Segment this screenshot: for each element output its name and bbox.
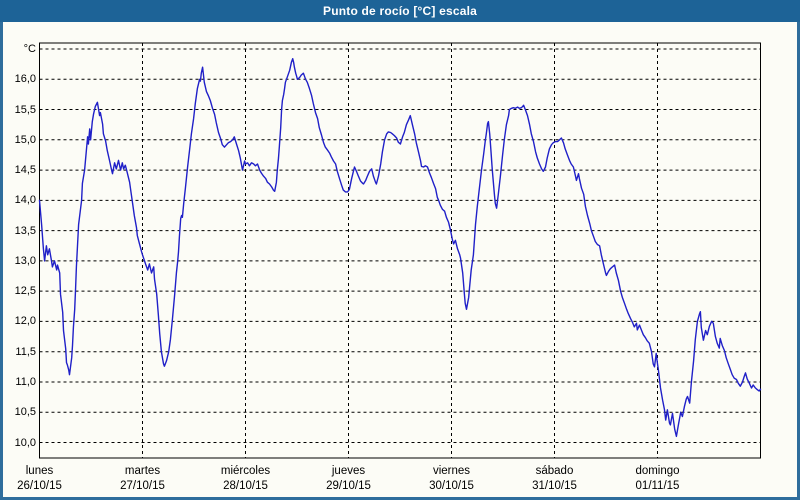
y-tick-label: 11,0: [15, 375, 36, 388]
x-tick-day-name: martes: [124, 465, 161, 477]
x-tick-date: 26/10/15: [17, 480, 62, 492]
y-tick-label: 14,0: [14, 194, 36, 207]
x-tick-date: 30/10/15: [429, 480, 474, 492]
window-title-bar: Punto de rocío [°C] escala: [0, 0, 800, 22]
dew-point-series-line: [38, 58, 762, 438]
x-tick-date: 29/10/15: [326, 480, 371, 492]
x-tick-date: 27/10/15: [120, 480, 165, 492]
y-tick-label: 11,5: [15, 345, 36, 358]
x-tick-day-name: sábado: [535, 465, 574, 477]
y-tick-label: 13,0: [14, 254, 36, 267]
y-tick-label: 15,5: [14, 103, 36, 116]
y-tick-label: 16,0: [14, 73, 36, 86]
x-tick-day-name: viernes: [432, 465, 471, 477]
y-tick-label: 12,0: [14, 315, 36, 328]
plot-border: [39, 42, 761, 459]
y-axis-unit-label: °C: [23, 43, 36, 55]
x-tick-date: 31/10/15: [532, 480, 577, 492]
x-tick-date: 28/10/15: [223, 480, 268, 492]
chart-title: Punto de rocío [°C] escala: [322, 4, 478, 18]
y-tick-label: 13,5: [14, 224, 36, 237]
y-tick-label: 15,0: [14, 133, 36, 146]
x-tick-day-name: lunes: [25, 465, 54, 477]
y-tick-label: 12,5: [14, 285, 36, 298]
y-tick-label: 10,0: [14, 436, 36, 449]
x-tick-day-name: jueves: [331, 465, 366, 477]
y-tick-label: 14,5: [14, 164, 36, 177]
x-tick-date: 01/11/15: [635, 480, 680, 492]
chart-panel: [3, 22, 797, 497]
x-tick-day-name: domingo: [635, 465, 680, 477]
y-tick-label: 10,5: [14, 406, 36, 419]
x-tick-day-name: miércoles: [220, 465, 271, 477]
